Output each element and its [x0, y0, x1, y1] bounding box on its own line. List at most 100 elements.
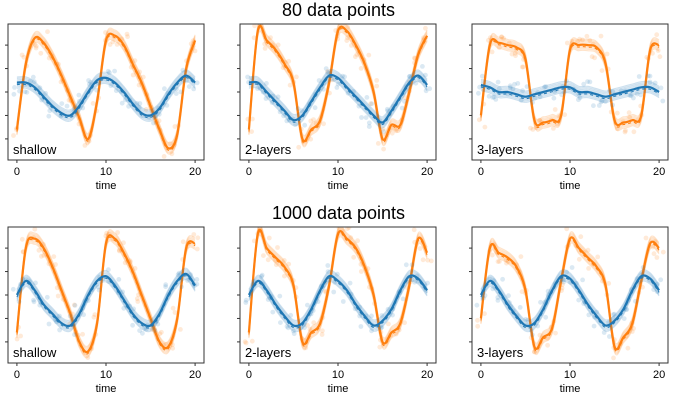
data-point — [358, 324, 364, 329]
data-point — [598, 33, 604, 39]
ensemble-line — [16, 69, 196, 111]
panel-label: shallow — [13, 142, 57, 157]
data-point — [486, 93, 492, 99]
x-tick-label: 10 — [564, 369, 576, 381]
data-point — [113, 88, 119, 94]
data-point — [302, 325, 307, 331]
data-point — [180, 67, 186, 73]
data-point — [335, 271, 340, 277]
data-point — [427, 86, 433, 92]
data-point — [621, 316, 627, 321]
data-point — [543, 84, 549, 89]
data-point — [95, 284, 101, 290]
data-point — [614, 110, 620, 116]
ensemble-line — [248, 71, 428, 121]
data-point — [58, 79, 64, 85]
data-point — [349, 43, 354, 48]
ensemble-line — [16, 80, 196, 122]
data-point — [423, 72, 428, 78]
ensemble-line — [248, 227, 428, 340]
data-point — [633, 298, 638, 304]
data-point — [476, 90, 481, 96]
series-line — [15, 32, 197, 150]
data-point — [537, 332, 543, 338]
data-point — [406, 74, 412, 79]
data-point — [142, 325, 148, 331]
ensemble-line — [480, 81, 660, 95]
data-point — [316, 78, 322, 83]
data-point — [108, 83, 114, 89]
ensemble-line — [16, 72, 196, 114]
data-point — [85, 355, 91, 360]
plot-area — [10, 227, 201, 360]
data-point — [374, 78, 380, 83]
data-point — [21, 54, 27, 60]
data-point — [413, 80, 419, 86]
data-point — [192, 48, 198, 54]
panel-2-layers-80: 0 10 20 time 2-layers — [237, 23, 437, 192]
data-point — [90, 101, 96, 106]
data-point — [47, 108, 53, 114]
data-point — [293, 122, 298, 127]
data-point — [576, 297, 582, 303]
x-axis-label: time — [96, 383, 117, 395]
data-point — [553, 330, 558, 336]
series-line — [15, 272, 197, 328]
data-point — [37, 302, 43, 308]
data-point — [287, 82, 293, 88]
ensemble-line — [480, 80, 660, 94]
data-point — [291, 331, 297, 337]
data-point — [92, 312, 98, 317]
data-point — [622, 129, 628, 135]
data-point — [564, 78, 569, 84]
x-tick-label: 20 — [189, 369, 201, 381]
data-point — [513, 53, 518, 59]
ensemble-line — [16, 269, 196, 323]
reference-dashed-line — [16, 275, 196, 329]
data-point — [610, 312, 616, 317]
ensemble-line — [248, 227, 428, 341]
data-point — [185, 278, 190, 283]
data-point — [515, 81, 521, 86]
series-line — [247, 24, 429, 143]
data-point — [252, 24, 257, 29]
data-point — [379, 324, 385, 330]
data-point — [652, 80, 658, 86]
ensemble-line — [248, 280, 428, 333]
data-point — [132, 58, 138, 63]
data-point — [357, 313, 363, 319]
series-line — [479, 37, 660, 127]
data-point — [589, 54, 595, 60]
data-point — [545, 342, 550, 348]
data-point — [96, 287, 102, 293]
data-point — [490, 95, 496, 100]
data-point — [517, 305, 523, 310]
ensemble-line — [480, 32, 660, 121]
data-point — [610, 89, 616, 94]
ensemble-line — [480, 87, 660, 101]
data-point — [654, 255, 660, 260]
data-point — [172, 124, 178, 129]
data-point — [535, 323, 541, 329]
data-point — [320, 328, 325, 334]
data-point — [400, 296, 406, 302]
data-point — [381, 129, 386, 134]
data-point — [172, 310, 178, 315]
data-point — [249, 338, 255, 344]
data-point — [475, 317, 480, 323]
data-point — [501, 36, 506, 41]
data-point — [54, 285, 60, 291]
x-tick-label: 10 — [332, 166, 344, 178]
data-point — [411, 227, 417, 233]
data-point — [607, 334, 612, 339]
data-point — [569, 38, 575, 44]
data-point — [110, 39, 116, 45]
data-point — [385, 108, 391, 114]
data-point — [631, 129, 637, 135]
plot-area — [242, 227, 434, 351]
data-point — [577, 95, 583, 101]
series-line — [480, 83, 660, 98]
x-tick-label: 10 — [100, 369, 112, 381]
x-axis-label: time — [328, 180, 349, 192]
data-point — [134, 101, 140, 106]
